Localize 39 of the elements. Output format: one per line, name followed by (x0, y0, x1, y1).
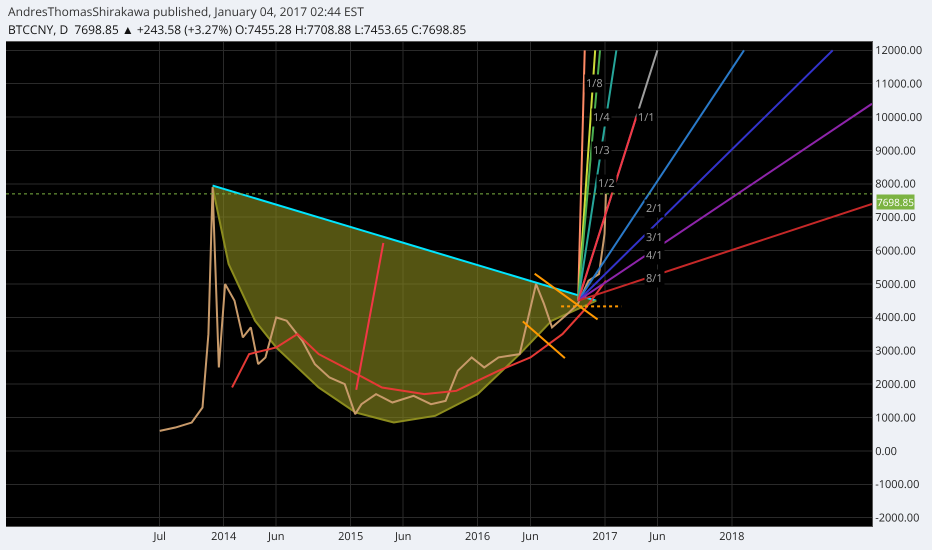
annotation: 1/8 (586, 76, 603, 91)
y-tick-label: 5000.00 (875, 276, 916, 292)
x-tick-label: 2017 (592, 529, 618, 544)
annotation: 2/1 (646, 201, 663, 216)
annotation: 1/3 (593, 143, 610, 158)
y-tick-label: 12000.00 (875, 43, 922, 58)
chart-title: AndresThomasShirakawa published, January 04, 2017 02:44 EST (8, 3, 364, 20)
ref-line-label: 7698.85 (877, 195, 914, 209)
annotation: 1/2 (598, 176, 615, 191)
x-tick-label: Jun (394, 529, 412, 544)
y-tick-label: 8000.00 (875, 176, 916, 192)
y-tick-label: 4000.00 (875, 310, 916, 326)
x-tick-label: 2014 (211, 529, 238, 544)
y-tick-label: 2000.00 (875, 376, 916, 392)
y-tick-label: 7000.00 (875, 210, 916, 226)
annotation: 4/1 (646, 248, 663, 263)
annotation: 3/1 (646, 230, 663, 245)
y-tick-label: 3000.00 (875, 344, 916, 359)
x-tick-label: Jun (521, 529, 539, 544)
x-tick-label: 2015 (338, 529, 364, 544)
x-tick-label: Jul (152, 529, 166, 544)
y-tick-label: -2000.00 (875, 510, 920, 526)
x-tick-label: Jun (648, 529, 666, 544)
y-tick-label: 10000.00 (875, 110, 922, 125)
y-tick-label: 0.00 (875, 444, 897, 459)
y-tick-label: 11000.00 (875, 76, 922, 92)
annotation: 1/1 (638, 110, 655, 125)
annotation: 1/4 (593, 110, 610, 125)
x-tick-label: 2016 (465, 529, 490, 544)
line-series (231, 280, 607, 396)
chart-subtitle: BTCCNY, D 7698.85 ▲ +243.58 (+3.27%) O:7455.28 H:7708.88 L:7453.65 C:7698.85 (8, 21, 466, 38)
x-tick-label: Jun (267, 529, 284, 544)
y-tick-label: 1000.00 (875, 410, 916, 426)
y-tick-label: 6000.00 (875, 243, 916, 258)
y-tick-label: -1000.00 (875, 477, 920, 492)
annotation: 8/1 (646, 271, 663, 286)
x-tick-label: 2018 (719, 529, 744, 544)
y-tick-label: 9000.00 (875, 143, 916, 158)
line-series (158, 186, 607, 432)
